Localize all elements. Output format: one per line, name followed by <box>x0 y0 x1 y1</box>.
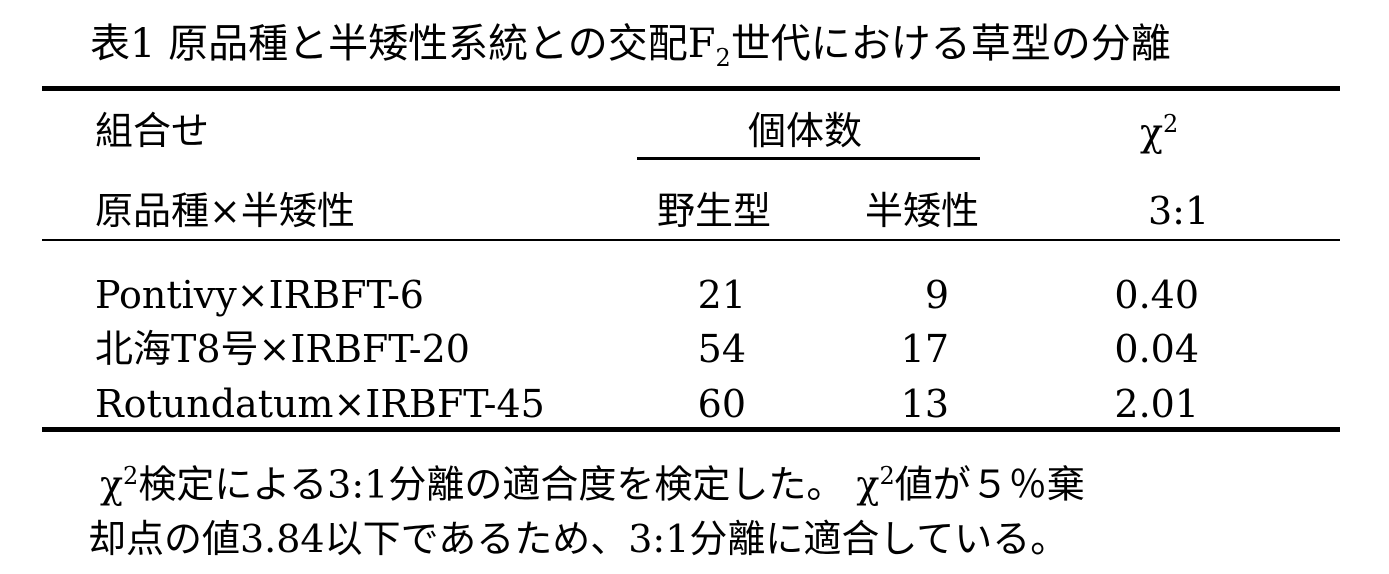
footnote-text: 検定による3:1分離の適合度を検定した。 χ <box>138 462 880 507</box>
footnote-line-2: 却点の値3.84以下であるため、3:1分離に適合している。 <box>88 517 1069 561</box>
cell-dwarf: 17 <box>900 327 949 371</box>
cell-cross: Pontivy×IRBFT-6 <box>95 273 424 317</box>
header-cross: 原品種×半矮性 <box>95 189 355 233</box>
header-ratio: 3:1 <box>1148 189 1210 233</box>
chi-superscript: 2 <box>123 462 139 490</box>
header-chi-square: χ2 <box>1140 112 1178 152</box>
header-wild: 野生型 <box>657 189 772 233</box>
title-subscript: 2 <box>715 44 731 72</box>
header-rule <box>42 239 1340 241</box>
cell-dwarf: 9 <box>924 273 949 317</box>
chi-symbol: χ <box>100 462 124 507</box>
title-text: 表1 原品種と半矮性系統との交配F <box>90 21 716 67</box>
bottom-rule <box>42 427 1340 432</box>
cell-wild: 21 <box>697 273 746 317</box>
cell-cross: Rotundatum×IRBFT-45 <box>95 382 545 426</box>
cell-chi2: 0.04 <box>1114 327 1199 371</box>
cell-cross: 北海T8号×IRBFT-20 <box>95 327 470 371</box>
footnote-text: 値が５％棄 <box>894 462 1085 507</box>
chi-symbol: χ <box>1140 110 1164 155</box>
top-rule <box>42 86 1340 91</box>
title-text-suffix: 世代における草型の分離 <box>730 21 1171 67</box>
cell-wild: 60 <box>697 382 746 426</box>
footnote-line-1: χ2検定による3:1分離の適合度を検定した。 χ2値が５％棄 <box>100 464 1085 504</box>
cell-chi2: 0.40 <box>1114 273 1199 317</box>
header-dwarf: 半矮性 <box>865 189 980 233</box>
header-count-group: 個体数 <box>748 109 863 153</box>
chi-superscript: 2 <box>879 462 895 490</box>
chi-superscript: 2 <box>1163 110 1179 138</box>
count-group-rule <box>637 157 980 160</box>
cell-chi2: 2.01 <box>1114 382 1199 426</box>
cell-wild: 54 <box>697 327 746 371</box>
cell-dwarf: 13 <box>900 382 949 426</box>
table-title: 表1 原品種と半矮性系統との交配F2世代における草型の分離 <box>90 24 1171 70</box>
header-combination: 組合せ <box>95 109 210 153</box>
